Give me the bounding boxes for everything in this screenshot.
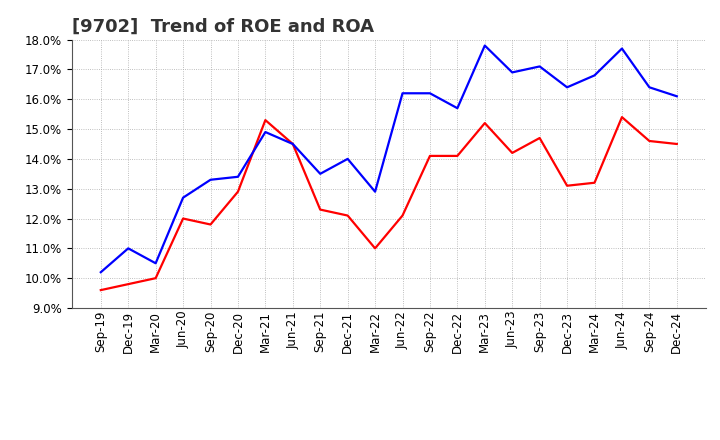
ROA <box>672 94 681 99</box>
ROE <box>96 287 105 293</box>
ROA <box>343 156 352 161</box>
ROE <box>233 189 242 194</box>
ROE <box>508 150 516 156</box>
ROA <box>151 260 160 266</box>
ROA <box>536 64 544 69</box>
ROE <box>672 141 681 147</box>
ROE <box>151 275 160 281</box>
Line: ROA: ROA <box>101 46 677 272</box>
ROA <box>96 270 105 275</box>
ROA <box>398 91 407 96</box>
ROE <box>124 282 132 287</box>
ROA <box>426 91 434 96</box>
ROA <box>508 70 516 75</box>
ROE <box>289 141 297 147</box>
ROE <box>398 213 407 218</box>
ROE <box>536 136 544 141</box>
ROE <box>206 222 215 227</box>
ROA <box>618 46 626 51</box>
ROA <box>289 141 297 147</box>
ROE <box>563 183 572 188</box>
ROE <box>343 213 352 218</box>
ROA <box>371 189 379 194</box>
ROE <box>453 153 462 158</box>
ROA <box>124 246 132 251</box>
ROA <box>179 195 187 200</box>
ROE <box>371 246 379 251</box>
ROA <box>453 106 462 111</box>
ROA <box>316 171 325 176</box>
ROE <box>618 114 626 120</box>
ROE <box>426 153 434 158</box>
ROA <box>590 73 599 78</box>
Text: [9702]  Trend of ROE and ROA: [9702] Trend of ROE and ROA <box>72 17 374 35</box>
ROA <box>563 84 572 90</box>
ROE <box>179 216 187 221</box>
ROA <box>480 43 489 48</box>
ROE <box>480 121 489 126</box>
Line: ROE: ROE <box>101 117 677 290</box>
ROA <box>206 177 215 183</box>
ROA <box>261 129 270 135</box>
ROE <box>645 138 654 143</box>
ROE <box>590 180 599 185</box>
ROE <box>316 207 325 212</box>
ROE <box>261 117 270 123</box>
ROA <box>645 84 654 90</box>
ROA <box>233 174 242 180</box>
